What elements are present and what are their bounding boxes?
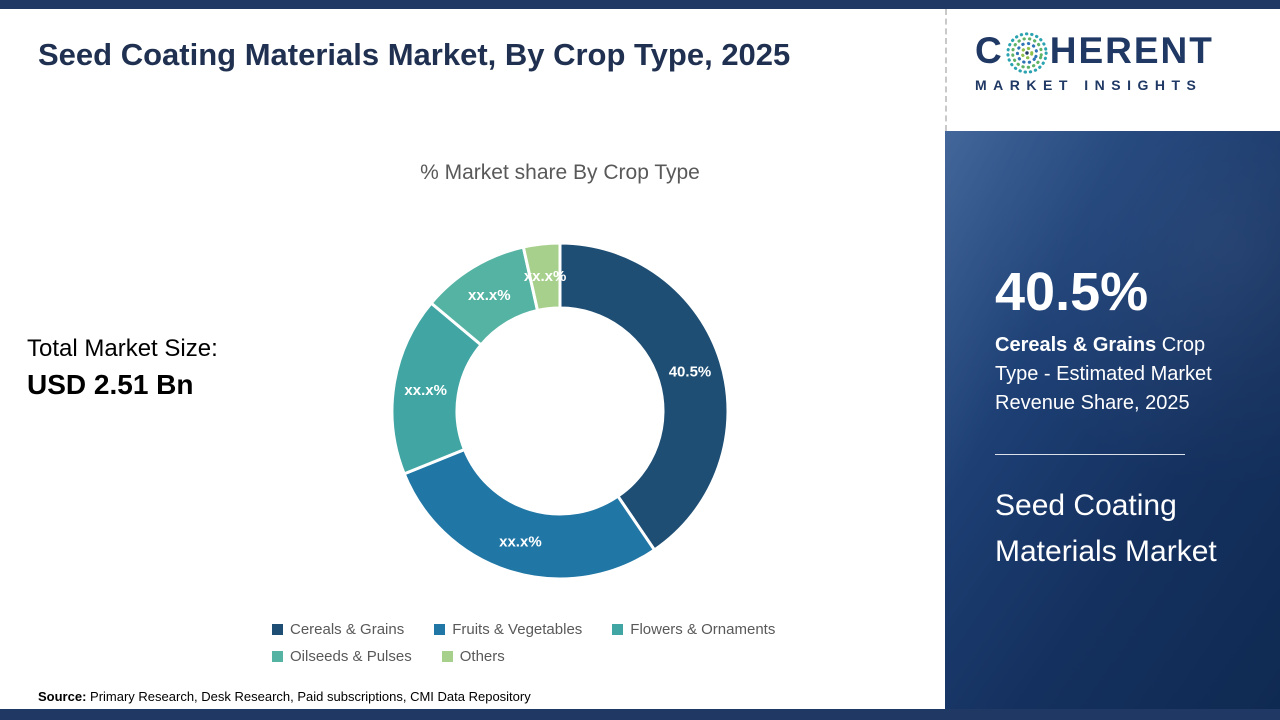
highlight-description: Cereals & Grains Crop Type - Estimated M… [995,331,1230,418]
logo-letters-rest: HERENT [1049,30,1214,71]
logo-wordmark: C HERENT [975,29,1280,74]
top-accent-bar [0,0,1280,9]
highlight-stat: 40.5% [995,262,1149,322]
donut-slice-1 [558,241,730,553]
total-market-size-block: Total Market Size: USD 2.51 Bn [27,335,218,401]
legend-swatch [272,651,283,662]
slice-label-5: xx.x% [524,268,567,285]
legend-item: Others [441,648,505,665]
bottom-accent-bar [0,709,1280,720]
sidebar-divider [995,454,1185,455]
source-note: Source: Primary Research, Desk Research,… [38,689,531,704]
brand-logo: C HERENT MARKET INSIGHTS [945,9,1280,131]
sidebar-report-title: Seed Coating Materials Market [995,489,1217,568]
legend-swatch [272,624,283,635]
legend-swatch [441,651,453,662]
sidebar: C HERENT MARKET INSIGHTS 40.5% Cereals &… [945,0,1280,720]
page-title: Seed Coating Materials Market, By Crop T… [38,37,791,72]
source-label: Source: [38,689,87,704]
legend-item: Flowers & Ornaments [612,621,775,638]
logo-tagline: MARKET INSIGHTS [975,77,1203,93]
slice-label-2: xx.x% [499,533,542,550]
legend-swatch [612,624,624,635]
legend-item: Cereals & Grains [272,621,404,638]
donut-chart-svg: 40.5% xx.x% xx.x% xx.x% xx.x% [390,241,730,581]
total-market-size-value: USD 2.51 Bn [27,369,194,400]
highlight-description-rest: Crop Type - Estimated Market Revenue Sha… [995,334,1212,414]
legend-label: Fruits & Vegetables [452,621,583,638]
legend-label: Flowers & Ornaments [630,621,776,638]
legend-item: Fruits & Vegetables [434,621,582,638]
slice-label-4: xx.x% [468,287,511,304]
total-market-size-label: Total Market Size: [27,335,218,362]
slice-label-3: xx.x% [404,382,447,399]
chart-title: % Market share By Crop Type [420,161,700,184]
legend-label: Cereals & Grains [290,621,405,638]
legend-item: Oilseeds & Pulses [272,648,412,665]
legend-label: Oilseeds & Pulses [290,648,412,665]
legend-swatch [434,624,446,635]
highlight-description-bold: Cereals & Grains [995,334,1157,356]
chart-legend: Cereals & Grains Fruits & Vegetables Flowe… [272,621,872,665]
legend-label: Others [459,648,505,665]
source-text: Primary Research, Desk Research, Paid su… [86,689,531,704]
donut-slice-5 [521,241,562,313]
main-content: Seed Coating Materials Market, By Crop T… [0,9,945,709]
donut-chart: 40.5% xx.x% xx.x% xx.x% xx.x% [380,231,740,591]
logo-letter-c: C [975,30,1004,71]
slice-label-1: 40.5% [669,363,712,380]
sidebar-panel: 40.5% Cereals & Grains Crop Type - Estim… [945,131,1280,709]
dotted-globe-icon [1006,32,1048,74]
donut-slice-2 [402,447,657,581]
